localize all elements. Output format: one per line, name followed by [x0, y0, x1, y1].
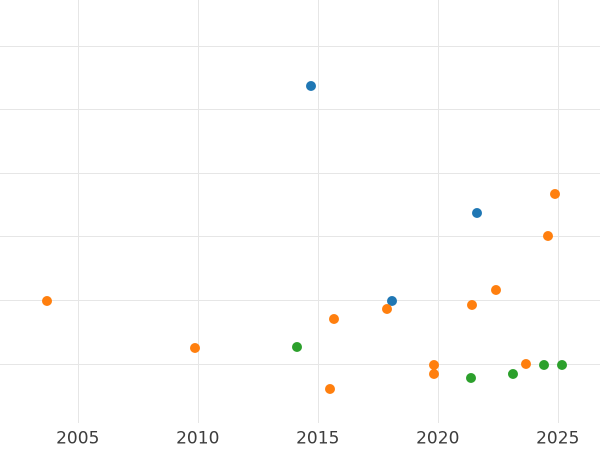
horizontal-gridline [0, 45, 600, 47]
data-point-series-green [507, 369, 518, 380]
data-point-series-orange [429, 368, 440, 379]
data-point-series-green [557, 360, 568, 371]
vertical-gridline-2015 [317, 0, 319, 423]
data-point-series-orange [429, 359, 440, 370]
data-point-series-blue [306, 80, 317, 91]
data-point-series-orange [491, 284, 502, 295]
horizontal-gridline [0, 236, 600, 238]
x-tick-label-2020: 2020 [416, 428, 460, 449]
horizontal-gridline [0, 363, 600, 365]
vertical-gridline-2010 [197, 0, 199, 423]
data-point-series-orange [325, 384, 336, 394]
data-point-series-orange [549, 188, 560, 199]
horizontal-gridline [0, 300, 600, 302]
vertical-gridline-2005 [77, 0, 79, 423]
data-point-series-orange [190, 343, 201, 354]
data-point-series-green [465, 373, 476, 384]
data-point-series-orange [520, 359, 531, 370]
horizontal-gridline [0, 172, 600, 174]
x-tick-label-2010: 2010 [176, 428, 220, 449]
data-point-series-orange [542, 230, 553, 241]
data-point-series-orange [328, 313, 339, 324]
data-point-series-blue [386, 295, 397, 306]
data-point-series-orange [381, 304, 392, 314]
data-point-series-orange [467, 299, 478, 310]
data-point-series-green [539, 360, 550, 371]
horizontal-gridline [0, 109, 600, 111]
vertical-gridline-2025 [557, 0, 559, 423]
data-point-series-orange [42, 295, 53, 306]
vertical-gridline-2020 [437, 0, 439, 423]
data-point-series-blue [472, 208, 483, 219]
x-tick-label-2025: 2025 [536, 428, 580, 449]
x-tick-label-2015: 2015 [296, 428, 340, 449]
data-point-series-green [291, 342, 302, 353]
x-tick-label-2005: 2005 [56, 428, 100, 449]
